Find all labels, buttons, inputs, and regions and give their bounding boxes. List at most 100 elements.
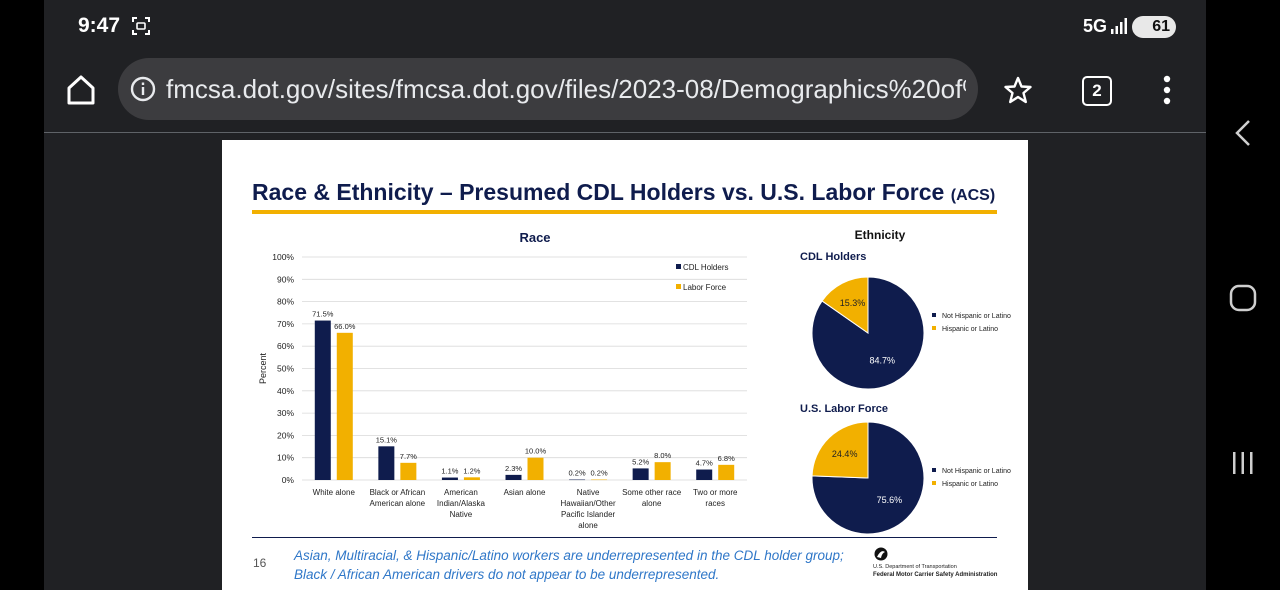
- bar-value-label: 15.1%: [376, 435, 398, 444]
- bar-labor: [463, 477, 480, 480]
- status-time: 9:47: [78, 14, 121, 37]
- url-text[interactable]: fmcsa.dot.gov/sites/fmcsa.dot.gov/files/…: [166, 74, 966, 104]
- y-tick-label: 70%: [277, 319, 294, 329]
- pie-legend-swatch: [932, 481, 936, 485]
- slide-title-suffix: (ACS): [950, 187, 996, 204]
- category-label: Black or African: [370, 488, 426, 497]
- bar-cdl: [569, 479, 586, 481]
- pie-value-label: 84.7%: [869, 355, 895, 365]
- y-axis-label: Percent: [258, 352, 268, 384]
- slide-title-text: Race & Ethnicity – Presumed CDL Holders …: [252, 179, 945, 205]
- y-tick-label: 90%: [277, 274, 294, 284]
- pie-legend-label: Not Hispanic or Latino: [942, 468, 1011, 475]
- category-label: Native: [577, 488, 600, 497]
- y-tick-label: 40%: [277, 386, 294, 396]
- battery-level: 61: [1152, 18, 1170, 35]
- legend-label: CDL Holders: [683, 263, 729, 272]
- dot-logo-icon: [874, 547, 888, 561]
- legend-swatch: [676, 284, 681, 289]
- bar-cdl: [314, 320, 331, 480]
- category-label: Asian alone: [504, 488, 546, 497]
- bar-chart-title: Race: [519, 230, 550, 245]
- signal-icon: [1111, 18, 1127, 34]
- y-tick-label: 100%: [272, 252, 294, 262]
- bar-cdl: [696, 469, 713, 480]
- bar-value-label: 71.5%: [312, 310, 334, 319]
- y-tick-label: 10%: [277, 453, 294, 463]
- pie-chart-title: Ethnicity: [855, 228, 906, 242]
- footer-rule: [252, 537, 997, 538]
- legend-label: Labor Force: [683, 283, 727, 292]
- pie-legend-swatch: [932, 468, 936, 472]
- bar-cdl: [632, 468, 649, 480]
- category-label: alone: [642, 499, 662, 508]
- bar-cdl: [505, 474, 522, 480]
- pie-value-label: 15.3%: [840, 298, 866, 308]
- overflow-menu-icon[interactable]: [1160, 74, 1174, 106]
- bar-labor: [336, 332, 353, 480]
- bar-labor: [527, 457, 544, 480]
- bar-value-label: 66.0%: [334, 322, 356, 331]
- pdf-slide: Race & Ethnicity – Presumed CDL Holders …: [222, 140, 1028, 590]
- y-tick-label: 50%: [277, 364, 294, 374]
- address-bar[interactable]: fmcsa.dot.gov/sites/fmcsa.dot.gov/files/…: [118, 58, 978, 120]
- y-tick-label: 60%: [277, 341, 294, 351]
- info-icon[interactable]: [130, 76, 156, 102]
- category-label: Indian/Alaska: [437, 499, 486, 508]
- bar-cdl: [378, 446, 395, 480]
- tab-switcher-button[interactable]: 2: [1082, 76, 1112, 106]
- bar-labor: [591, 479, 608, 481]
- pie-slice-hispanic: [811, 421, 869, 479]
- network-type: 5G: [1083, 16, 1108, 36]
- pie-slice-hispanic: [821, 276, 869, 334]
- pie-legend-label: Hispanic or Latino: [942, 481, 998, 488]
- bar-value-label: 10.0%: [525, 447, 547, 456]
- category-label: Pacific Islander: [561, 510, 616, 519]
- pie-value-label: 75.6%: [877, 495, 903, 505]
- recents-nav-icon[interactable]: [1230, 450, 1256, 476]
- pie-subtitle: CDL Holders: [800, 251, 866, 263]
- category-label: American: [444, 488, 478, 497]
- category-label: alone: [578, 521, 598, 530]
- agency-name: Federal Motor Carrier Safety Administrat…: [873, 572, 998, 578]
- bar-value-label: 4.7%: [696, 459, 713, 468]
- bar-value-label: 5.2%: [632, 457, 649, 466]
- category-label: Hawaiian/Other: [561, 499, 616, 508]
- footer-note: Asian, Multiracial, & Hispanic/Latino wo…: [294, 546, 874, 584]
- pie-legend-swatch: [932, 326, 936, 330]
- bar-labor: [400, 462, 417, 480]
- footer-note-line-2: Black / African American drivers do not …: [294, 567, 720, 582]
- category-label: Two or more: [693, 488, 738, 497]
- agency-department: U.S. Department of Transportation: [873, 564, 957, 570]
- y-tick-label: 20%: [277, 430, 294, 440]
- y-tick-label: 80%: [277, 297, 294, 307]
- bookmark-star-icon[interactable]: [1004, 76, 1032, 104]
- category-label: Some other race: [622, 488, 682, 497]
- toolbar-divider: [44, 132, 1206, 133]
- y-tick-label: 0%: [282, 475, 295, 485]
- pie-legend-label: Not Hispanic or Latino: [942, 313, 1011, 320]
- category-label: American alone: [370, 499, 426, 508]
- bar-labor: [718, 464, 735, 480]
- home-icon[interactable]: [66, 74, 96, 106]
- bar-value-label: 8.0%: [654, 451, 671, 460]
- bar-value-label: 7.7%: [400, 452, 417, 461]
- bar-value-label: 1.1%: [441, 467, 458, 476]
- bar-value-label: 6.8%: [718, 454, 735, 463]
- legend-swatch: [676, 264, 681, 269]
- back-nav-icon[interactable]: [1232, 118, 1254, 148]
- category-label: races: [705, 499, 725, 508]
- bar-value-label: 0.2%: [569, 469, 586, 478]
- bar-value-label: 2.3%: [505, 464, 522, 473]
- screenshot-icon: [132, 17, 150, 35]
- pie-value-label: 24.4%: [832, 449, 858, 459]
- slide-title: Race & Ethnicity – Presumed CDL Holders …: [252, 179, 995, 206]
- battery-icon: 61: [1132, 16, 1176, 38]
- category-label: Native: [450, 510, 473, 519]
- bar-value-label: 0.2%: [591, 469, 608, 478]
- pie-legend-swatch: [932, 313, 936, 317]
- home-nav-icon[interactable]: [1229, 284, 1257, 312]
- bar-labor: [654, 462, 671, 480]
- charts-canvas: Race 0% 10% 20% 30% 40% 50% 60% 70% 80% 90% 100% Per…: [258, 228, 1011, 535]
- category-label: White alone: [313, 488, 356, 497]
